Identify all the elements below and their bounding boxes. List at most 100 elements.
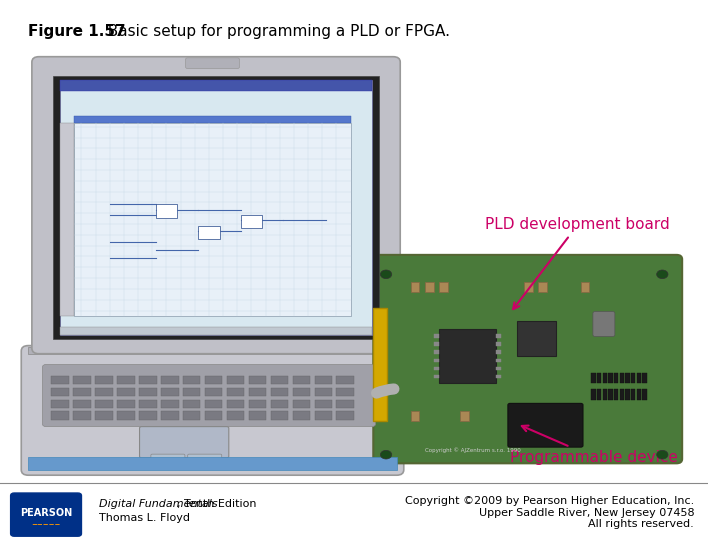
Bar (411, 282, 419, 292)
Bar (117, 400, 135, 408)
Bar (434, 342, 439, 346)
Bar (434, 334, 439, 338)
Bar (248, 411, 266, 420)
FancyBboxPatch shape (186, 58, 240, 69)
Bar (60, 80, 372, 335)
Bar (434, 367, 439, 370)
Bar (434, 359, 439, 362)
Bar (336, 411, 354, 420)
Bar (198, 226, 220, 239)
Bar (626, 389, 630, 400)
Bar (227, 388, 244, 396)
Bar (74, 116, 351, 123)
Bar (95, 388, 112, 396)
Bar (95, 411, 112, 420)
Bar (292, 388, 310, 396)
Bar (603, 389, 607, 400)
Bar (496, 375, 501, 378)
Bar (642, 373, 647, 383)
Bar (204, 400, 222, 408)
Bar (608, 373, 613, 383)
Bar (434, 350, 439, 354)
Bar (581, 282, 590, 292)
Bar (336, 400, 354, 408)
Bar (315, 411, 332, 420)
Bar (614, 373, 618, 383)
Bar (620, 373, 624, 383)
Bar (460, 411, 469, 421)
Bar (315, 376, 332, 384)
Bar (28, 457, 397, 470)
Bar (336, 376, 354, 384)
Bar (614, 389, 618, 400)
Bar (241, 215, 262, 228)
Text: ~~~~~: ~~~~~ (32, 522, 60, 528)
Bar (139, 400, 156, 408)
FancyBboxPatch shape (32, 57, 400, 354)
Bar (636, 389, 641, 400)
Text: Digital Fundamentals: Digital Fundamentals (99, 499, 217, 509)
Bar (636, 373, 641, 383)
Bar (183, 388, 200, 396)
Bar (139, 411, 156, 420)
Bar (227, 411, 244, 420)
Bar (292, 411, 310, 420)
Bar (95, 400, 112, 408)
Text: PLD development board: PLD development board (485, 218, 670, 309)
Bar (74, 123, 351, 316)
FancyBboxPatch shape (42, 364, 375, 427)
Bar (95, 376, 112, 384)
Bar (248, 376, 266, 384)
Bar (73, 388, 91, 396)
Bar (73, 400, 91, 408)
Bar (227, 376, 244, 384)
Text: Figure 1.57: Figure 1.57 (28, 24, 126, 39)
Text: Thomas L. Floyd: Thomas L. Floyd (99, 513, 190, 523)
Bar (592, 373, 595, 383)
Bar (496, 342, 501, 346)
FancyBboxPatch shape (508, 403, 583, 447)
Bar (411, 411, 419, 421)
Text: Programmable device: Programmable device (510, 426, 678, 465)
Bar (51, 411, 68, 420)
Bar (51, 388, 68, 396)
Text: Copyright ©2009 by Pearson Higher Education, Inc.: Copyright ©2009 by Pearson Higher Educat… (405, 496, 694, 506)
Bar (204, 376, 222, 384)
Circle shape (657, 270, 668, 279)
FancyBboxPatch shape (188, 454, 222, 464)
Bar (315, 400, 332, 408)
Bar (183, 400, 200, 408)
Bar (51, 376, 68, 384)
Bar (603, 373, 607, 383)
Bar (161, 411, 179, 420)
Bar (248, 388, 266, 396)
Bar (51, 400, 68, 408)
Bar (496, 367, 501, 370)
Bar (608, 389, 613, 400)
Bar (183, 376, 200, 384)
Circle shape (380, 270, 392, 279)
Bar (204, 411, 222, 420)
Bar (161, 388, 179, 396)
Bar (292, 400, 310, 408)
Bar (439, 282, 448, 292)
Text: PEARSON: PEARSON (20, 508, 72, 518)
Bar (73, 411, 91, 420)
Bar (271, 400, 288, 408)
FancyBboxPatch shape (22, 346, 404, 475)
Bar (117, 411, 135, 420)
Bar (248, 400, 266, 408)
Bar (117, 388, 135, 396)
Bar (292, 376, 310, 384)
Bar (139, 376, 156, 384)
Circle shape (380, 450, 392, 459)
Bar (592, 389, 595, 400)
Bar (597, 373, 601, 383)
Bar (271, 411, 288, 420)
Bar (271, 388, 288, 396)
Bar (631, 373, 636, 383)
Bar (517, 321, 556, 356)
Bar (139, 388, 156, 396)
Bar (496, 350, 501, 354)
Text: Basic setup for programming a PLD or FPGA.: Basic setup for programming a PLD or FPG… (98, 24, 450, 39)
